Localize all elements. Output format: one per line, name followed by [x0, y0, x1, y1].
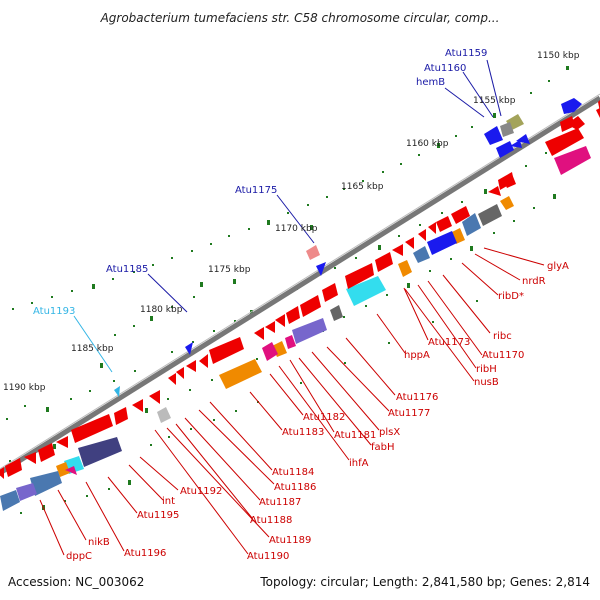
gene-label: Atu1181	[334, 430, 376, 441]
gene-atu1175b	[316, 262, 326, 276]
scale-labels: 1150 kbp 1155 kbp 1160 kbp 1165 kbp 1170…	[3, 51, 580, 393]
gene-label: ribc	[493, 331, 512, 342]
scale-ring-outer	[6, 66, 571, 420]
gene-label: Atu1175	[235, 185, 277, 196]
gene-label: Atu1189	[269, 535, 311, 546]
gene-glyA	[545, 128, 584, 156]
gene-label: Atu1184	[272, 467, 314, 478]
gene-label: Atu1170	[482, 350, 524, 361]
scale-label: 1150 kbp	[537, 51, 580, 61]
gene-atu1188	[157, 407, 171, 423]
gene-atu1160	[500, 122, 514, 137]
gene-atu1170	[462, 213, 481, 236]
gene-label: Atu1188	[250, 515, 292, 526]
gene-label: ihfA	[349, 458, 369, 469]
scale-label: 1170 kbp	[275, 224, 318, 234]
gene-label: Atu1173	[428, 337, 470, 348]
gene-atu1177	[292, 318, 327, 344]
chromosome-backbone	[0, 93, 600, 476]
gene-nusB	[427, 231, 457, 255]
scale-label: 1175 kbp	[208, 265, 251, 275]
scale-label: 1190 kbp	[3, 383, 46, 393]
gene-atu1196-orange	[56, 462, 70, 477]
gene-plsX	[285, 335, 296, 349]
gene-label: Atu1187	[259, 497, 301, 508]
gene-atu1183	[219, 359, 262, 389]
gene-label: Atu1183	[282, 427, 324, 438]
gene-atu1173b	[398, 260, 412, 277]
gene-label: fabH	[371, 442, 395, 453]
genome-summary-label: Topology: circular; Length: 2,841,580 bp…	[260, 575, 590, 589]
scale-label: 1155 kbp	[473, 96, 516, 106]
gene-ribc-orange	[500, 196, 514, 210]
lower-gene-labels[interactable]: glyA nrdR ribD* ribc Atu1170 ribH nusB A…	[66, 261, 569, 562]
minus-strand-genes[interactable]	[0, 128, 591, 511]
gene-int	[78, 437, 122, 467]
gene-label: Atu1193	[33, 306, 75, 317]
plus-strand-genes[interactable]	[114, 98, 600, 397]
gene-atu1176	[330, 305, 343, 321]
gene-atu1175	[306, 245, 320, 260]
scale-label: 1185 kbp	[71, 344, 114, 354]
gene-label: nrdR	[522, 276, 546, 287]
gene-lower-orange	[65, 466, 77, 475]
gene-label: Atu1196	[124, 548, 166, 559]
gene-dppC	[16, 483, 37, 501]
gene-label: Atu1195	[137, 510, 179, 521]
scale-label: 1160 kbp	[406, 139, 449, 149]
gene-label: hppA	[404, 350, 430, 361]
upper-gene-labels[interactable]: Atu1159 Atu1160 hemB Atu1175 Atu1185 Atu…	[33, 48, 487, 317]
gene-nikB	[30, 471, 62, 496]
gene-ribc	[478, 204, 502, 226]
gene-atu1160-blue	[510, 140, 522, 148]
gene-label: Atu1190	[247, 551, 289, 562]
backbone-red-genes[interactable]	[0, 108, 600, 479]
gene-ribc-red	[488, 186, 501, 196]
gene-atu1159-blue	[496, 141, 514, 158]
gene-label: plsX	[379, 427, 400, 438]
gene-nrdR	[554, 146, 591, 175]
gene-label: ribD*	[498, 291, 524, 302]
gene-label: Atu1177	[388, 408, 430, 419]
accession-label: Accession: NC_003062	[8, 575, 145, 589]
gene-label: nikB	[88, 537, 110, 548]
gene-hppA	[346, 276, 386, 306]
gene-label: Atu1160	[424, 63, 466, 74]
gene-label: Atu1182	[303, 412, 345, 423]
gene-label: Atu1159	[445, 48, 487, 59]
gene-label: int	[162, 496, 175, 507]
gene-label: hemB	[416, 77, 445, 88]
gene-olive-b	[516, 134, 530, 144]
gene-label: ribH	[476, 364, 497, 375]
gene-atu1193	[114, 386, 120, 397]
gene-hemB	[484, 126, 503, 145]
gene-atu1181	[262, 342, 278, 361]
gene-label: Atu1176	[396, 392, 438, 403]
lower-leader-lines	[39, 247, 545, 556]
scale-label: 1180 kbp	[140, 305, 183, 315]
scale-label: 1165 kbp	[341, 182, 384, 192]
gene-label: Atu1185	[106, 264, 148, 275]
upper-leader-lines	[73, 59, 502, 373]
gene-label: Atu1186	[274, 482, 316, 493]
gene-label: nusB	[474, 377, 499, 388]
gene-atu1173	[413, 246, 430, 263]
gene-label: Atu1192	[180, 486, 222, 497]
gene-hemB-arrow	[561, 98, 582, 114]
gene-atu1185	[185, 342, 193, 355]
gene-label: glyA	[547, 261, 569, 272]
gene-dppC-b	[0, 490, 20, 511]
gene-label: dppC	[66, 551, 92, 562]
map-title: Agrobacterium tumefaciens str. C58 chrom…	[100, 11, 500, 25]
